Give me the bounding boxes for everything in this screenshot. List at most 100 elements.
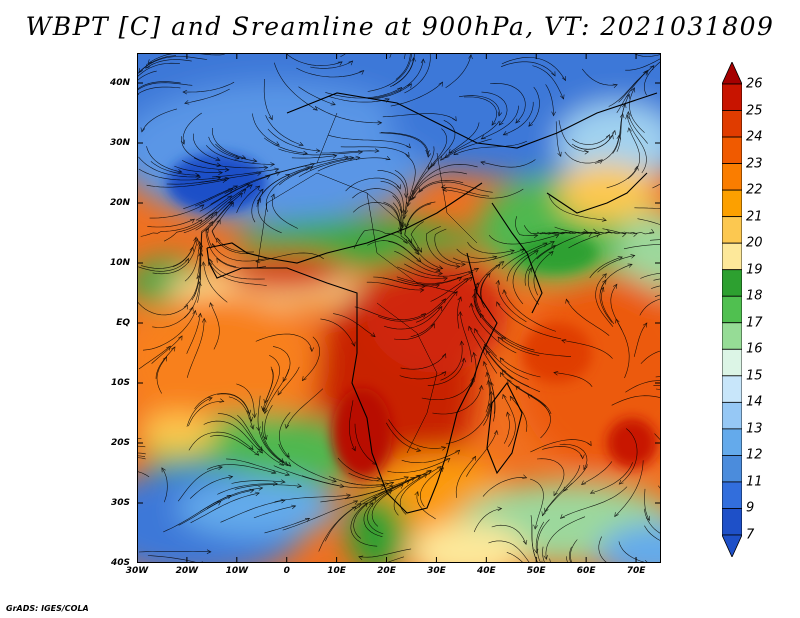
streamline-arrow (274, 167, 280, 173)
streamline (257, 395, 261, 431)
streamline (204, 184, 253, 220)
streamline-arrow (189, 218, 195, 224)
streamline-arrow (177, 169, 183, 174)
streamline-arrow (339, 483, 345, 489)
streamline-arrow (286, 461, 292, 467)
streamline-arrow (599, 286, 605, 292)
streamline (532, 65, 564, 100)
streamline-arrow (255, 185, 261, 191)
streamline (226, 458, 290, 476)
streamline (388, 419, 446, 449)
streamline (416, 491, 436, 520)
streamline-arrow (601, 217, 607, 222)
streamline-arrow (420, 58, 426, 64)
streamline (515, 216, 538, 236)
streamline-arrow (248, 416, 253, 422)
streamline-arrow (602, 273, 607, 279)
streamline-arrow (389, 481, 395, 486)
streamline (427, 358, 465, 386)
streamline-arrow (228, 475, 234, 480)
streamline (333, 313, 376, 337)
streamline (231, 480, 286, 484)
streamline-arrow (459, 340, 465, 346)
streamline-arrow (417, 247, 423, 253)
streamline-arrow (632, 232, 638, 237)
streamline-arrow (442, 353, 447, 359)
streamline (633, 322, 648, 357)
streamline (137, 471, 150, 478)
streamline-arrow (258, 486, 264, 491)
streamline-arrow (502, 131, 508, 136)
streamline-arrow (533, 233, 539, 239)
lat-label: 10S (110, 378, 130, 388)
streamline (377, 170, 407, 198)
streamline-arrow (411, 56, 416, 62)
streamline (291, 155, 337, 159)
streamline-arrow (207, 397, 213, 402)
streamline-arrow (178, 335, 183, 341)
streamline-arrow (368, 502, 374, 508)
streamline (506, 241, 555, 282)
streamline (444, 138, 492, 159)
streamline-arrow (254, 450, 260, 456)
streamline (208, 261, 267, 286)
streamline-arrow (457, 296, 462, 302)
streamline-arrow (358, 149, 363, 155)
streamline (392, 195, 403, 227)
streamline-arrow (312, 106, 318, 111)
streamline-arrow (194, 238, 200, 244)
streamline-arrow (609, 134, 614, 140)
streamline-arrow (581, 480, 587, 486)
streamline (264, 368, 274, 404)
colorbar-label: 17 (746, 315, 763, 331)
streamline-arrow (497, 336, 503, 342)
streamline (285, 53, 343, 66)
streamline (156, 356, 167, 394)
streamline-arrow (448, 148, 454, 154)
streamline (523, 225, 600, 235)
streamline (410, 221, 424, 253)
colorbar-swatch (722, 348, 742, 377)
streamline-arrow (565, 298, 570, 304)
streamline-arrow (649, 65, 655, 70)
streamline-arrow (461, 262, 466, 267)
streamline-arrow (482, 360, 488, 366)
streamline (282, 500, 358, 531)
streamline (399, 466, 442, 515)
streamline (616, 113, 623, 152)
streamline (193, 157, 268, 169)
streamline (634, 53, 661, 57)
streamline-arrow (426, 152, 432, 158)
streamline (237, 414, 284, 466)
streamline-arrow (644, 559, 649, 563)
map-title: WBPT [C] and Sreamline at 900hPa, VT: 20… (25, 12, 775, 41)
streamline (220, 500, 286, 523)
streamline-arrow (457, 276, 463, 282)
country-borders (256, 112, 478, 454)
streamline-arrow (627, 127, 632, 133)
streamline (490, 82, 526, 124)
streamline-arrow (355, 155, 361, 161)
streamline (473, 293, 505, 339)
streamline (345, 177, 401, 192)
streamline-arrow (351, 341, 356, 347)
streamline (195, 195, 232, 221)
streamline-arrow (645, 515, 650, 522)
streamline (455, 456, 476, 498)
streamline-arrow (409, 195, 415, 201)
streamline-arrow (145, 63, 151, 69)
streamline (445, 403, 491, 445)
streamline (138, 156, 201, 178)
lat-label: 20S (110, 438, 130, 448)
streamline-arrow (614, 512, 619, 518)
streamline (177, 466, 223, 502)
streamline (258, 430, 288, 466)
streamline-arrow (218, 170, 223, 175)
streamline-arrow (370, 332, 376, 338)
streamline (396, 266, 448, 279)
colorbar-label: 9 (746, 500, 755, 516)
streamline (137, 70, 157, 82)
lon-label: 30W (125, 566, 149, 576)
streamline (208, 136, 240, 159)
streamline (210, 435, 259, 456)
